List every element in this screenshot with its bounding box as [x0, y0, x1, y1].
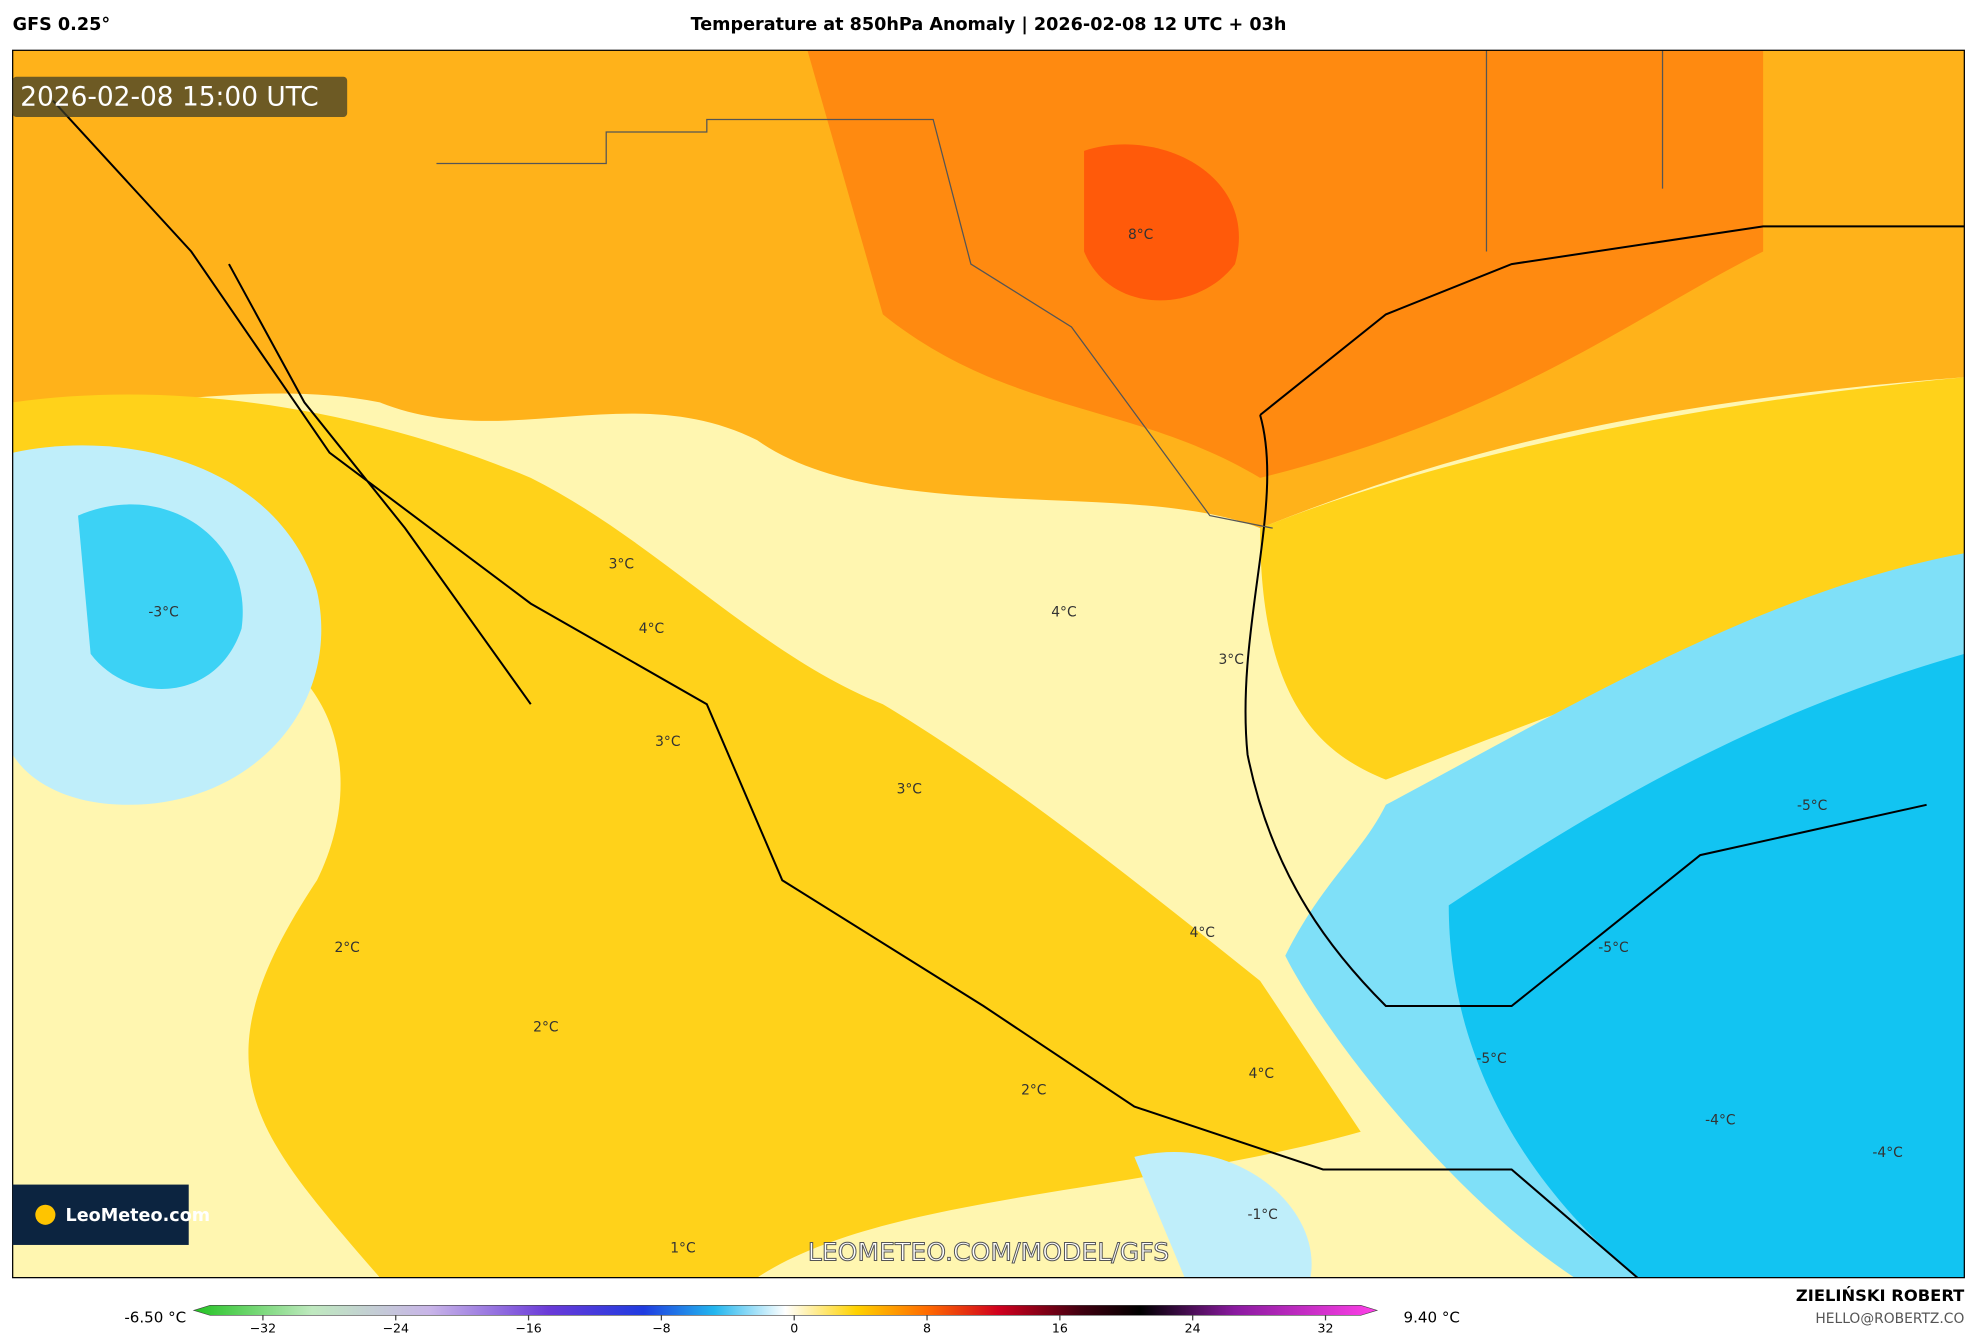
colorbar: [192, 1304, 1379, 1316]
colorbar-tick-label: 16: [1052, 1321, 1068, 1336]
temperature-labels: 8°C 3°C 4°C -3°C 4°C 3°C 3°C 3°C -5°C 4°…: [148, 227, 1902, 1257]
borders: [436, 50, 1664, 529]
temp-label: 3°C: [655, 734, 680, 750]
colorbar-tick-label: −16: [515, 1321, 542, 1336]
title: Temperature at 850hPa Anomaly | 2026-02-…: [691, 15, 1287, 35]
temp-label: 3°C: [609, 557, 634, 573]
colorbar-tick-label: 8: [923, 1321, 931, 1336]
colorbar-tick-label: −8: [652, 1321, 671, 1336]
temp-label: 4°C: [639, 621, 664, 637]
field-gulf: [1260, 377, 1965, 780]
temp-label: -1°C: [1247, 1207, 1277, 1223]
logo: LeoMeteo.com: [65, 1206, 210, 1226]
temp-label: -4°C: [1705, 1112, 1735, 1128]
colorbar-max: 9.40 °C: [1403, 1308, 1459, 1326]
temp-label: 4°C: [1051, 604, 1076, 620]
field-yellow: [12, 394, 1361, 1278]
temp-label: -3°C: [148, 604, 178, 620]
colorbar-tick-label: −32: [250, 1321, 277, 1336]
colorbar-ticks: −32 −24 −16 −8 0 8 16 24 32: [250, 1315, 1334, 1336]
email: HELLO@ROBERTZ.CO: [1815, 1311, 1964, 1327]
watermark: LEOMETEO.COM/MODEL/GFS: [808, 1238, 1169, 1267]
temp-label: 3°C: [897, 782, 922, 798]
field-cold-core: [78, 504, 243, 689]
field-cold-south: [1134, 1151, 1312, 1278]
temp-label: 4°C: [1249, 1066, 1274, 1082]
coastline: [52, 99, 1965, 1278]
map-frame: [12, 49, 1965, 1279]
colorbar-tick-label: 32: [1318, 1321, 1334, 1336]
logo-sun: [35, 1204, 56, 1225]
colorbar-tick-label: −24: [382, 1321, 409, 1336]
temp-label: 1°C: [670, 1241, 695, 1257]
temp-label: -5°C: [1476, 1051, 1506, 1067]
model-name: GFS 0.25°: [13, 15, 110, 35]
timestamp-box: [12, 76, 348, 117]
temp-label: 3°C: [1219, 652, 1244, 668]
temp-label: -4°C: [1872, 1145, 1902, 1161]
temp-label: -5°C: [1598, 940, 1628, 956]
colorbar-tick-label: 24: [1185, 1321, 1201, 1336]
timestamp: 2026-02-08 15:00 UTC: [20, 82, 319, 113]
author: ZIELIŃSKI ROBERT: [1796, 1286, 1965, 1305]
colorbar-min: -6.50 °C: [124, 1308, 186, 1326]
map: [12, 50, 1965, 1278]
field-hot: [807, 50, 1764, 478]
temp-label: 2°C: [533, 1019, 558, 1035]
field-hotspot: [1084, 144, 1239, 301]
temp-label: 8°C: [1128, 227, 1153, 243]
temp-label: -5°C: [1797, 798, 1827, 814]
colorbar-tick-label: 0: [790, 1321, 798, 1336]
temp-label: 2°C: [334, 940, 359, 956]
temp-label: 4°C: [1190, 925, 1215, 941]
temp-label: 2°C: [1021, 1082, 1046, 1098]
field-cold-east-core: [1448, 653, 1965, 1278]
